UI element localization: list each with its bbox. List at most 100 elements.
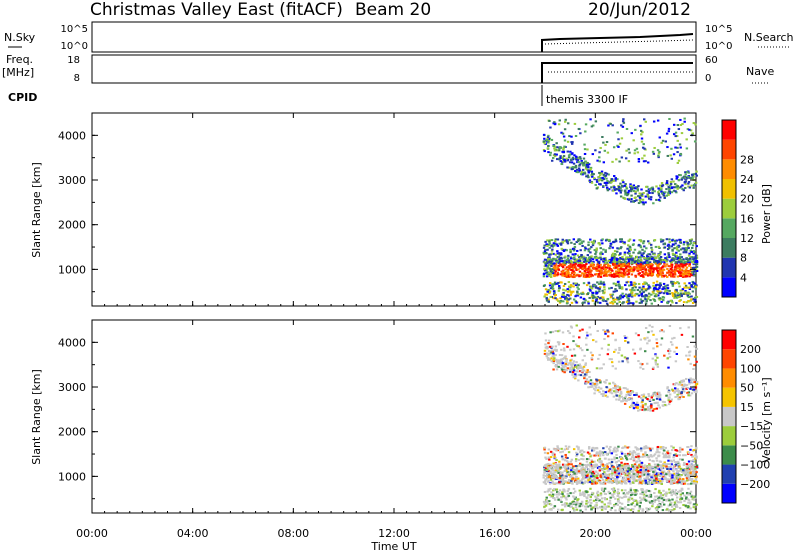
echo-cell bbox=[620, 246, 623, 249]
echo-cell bbox=[617, 187, 621, 190]
echo-cell bbox=[677, 491, 680, 494]
echo-cell bbox=[665, 452, 668, 455]
echo-cell bbox=[687, 452, 690, 455]
echo-cell bbox=[595, 496, 598, 499]
echo-cell bbox=[695, 270, 699, 273]
echo-cell bbox=[597, 282, 601, 285]
echo-cell bbox=[574, 343, 578, 346]
echo-cell bbox=[605, 172, 609, 175]
echo-cell bbox=[672, 454, 676, 457]
echo-cell bbox=[548, 240, 551, 243]
echo-cell bbox=[626, 446, 629, 449]
echo-cell bbox=[613, 504, 616, 507]
echo-cell bbox=[634, 293, 637, 296]
echo-cell bbox=[639, 263, 643, 266]
echo-cell bbox=[555, 493, 558, 496]
echo-cell bbox=[578, 256, 581, 259]
echo-cell bbox=[685, 240, 688, 243]
echo-cell bbox=[542, 284, 546, 287]
echo-cell bbox=[623, 464, 626, 467]
echo-cell bbox=[627, 198, 631, 201]
echo-cell bbox=[633, 489, 636, 492]
echo-cell bbox=[636, 489, 639, 492]
echo-cell bbox=[586, 369, 589, 372]
echo-cell bbox=[681, 492, 684, 495]
echo-cell bbox=[577, 264, 580, 267]
echo-cell bbox=[591, 244, 595, 247]
echo-cell bbox=[628, 480, 631, 483]
echo-cell bbox=[606, 335, 610, 338]
echo-cell bbox=[575, 324, 578, 327]
echo-cell bbox=[689, 470, 692, 473]
echo-cell bbox=[670, 266, 674, 269]
echo-cell bbox=[675, 254, 679, 257]
echo-cell bbox=[583, 377, 586, 380]
echo-cell bbox=[686, 467, 689, 470]
echo-cell bbox=[690, 260, 694, 263]
echo-cell bbox=[573, 122, 577, 125]
echo-cell bbox=[576, 500, 579, 503]
echo-cell bbox=[597, 176, 600, 179]
echo-cell bbox=[657, 264, 660, 267]
echo-cell bbox=[659, 184, 662, 187]
echo-cell bbox=[552, 506, 555, 509]
echo-cell bbox=[629, 509, 633, 512]
echo-cell bbox=[633, 478, 636, 481]
echo-cell bbox=[667, 480, 670, 483]
echo-cell bbox=[590, 286, 593, 289]
echo-cell bbox=[572, 468, 576, 471]
echo-cell bbox=[574, 465, 578, 468]
echo-cell bbox=[652, 480, 656, 483]
echo-cell bbox=[548, 458, 551, 461]
echo-cell bbox=[583, 354, 586, 357]
echo-cell bbox=[666, 271, 669, 274]
echo-cell bbox=[693, 364, 696, 367]
echo-cell bbox=[635, 473, 638, 476]
echo-cell bbox=[595, 480, 598, 483]
echo-cell bbox=[563, 282, 567, 285]
echo-cell bbox=[636, 403, 640, 406]
echo-cell bbox=[593, 506, 596, 509]
echo-cell bbox=[690, 176, 694, 179]
echo-cell bbox=[591, 354, 594, 357]
echo-cell bbox=[673, 295, 677, 298]
echo-cell bbox=[627, 148, 630, 151]
echo-cell bbox=[580, 253, 583, 256]
echo-cell bbox=[601, 242, 604, 245]
echo-cell bbox=[579, 509, 582, 512]
echo-cell bbox=[628, 245, 631, 248]
echo-cell bbox=[635, 199, 638, 202]
echo-cell bbox=[643, 496, 646, 499]
echo-cell bbox=[619, 261, 623, 264]
echo-cell bbox=[553, 291, 556, 294]
echo-cell bbox=[632, 269, 635, 272]
echo-cell bbox=[618, 189, 621, 192]
echo-cell bbox=[685, 248, 689, 251]
echo-cell bbox=[567, 274, 570, 277]
echo-cell bbox=[543, 481, 547, 484]
echo-cell bbox=[589, 238, 592, 241]
echo-cell bbox=[560, 242, 563, 245]
echo-cell bbox=[549, 295, 552, 298]
echo-cell bbox=[683, 247, 687, 250]
echo-cell bbox=[684, 291, 687, 294]
echo-cell bbox=[649, 272, 652, 275]
echo-cell bbox=[637, 452, 640, 455]
echo-cell bbox=[588, 463, 591, 466]
echo-cell bbox=[644, 338, 647, 341]
echo-cell bbox=[689, 380, 693, 383]
echo-cell bbox=[595, 247, 598, 250]
echo-cell bbox=[612, 275, 616, 278]
echo-cell bbox=[561, 238, 564, 241]
echo-cell bbox=[576, 290, 579, 293]
echo-cell bbox=[584, 271, 587, 274]
echo-cell bbox=[569, 466, 573, 469]
echo-cell bbox=[623, 402, 627, 405]
echo-cell bbox=[671, 468, 674, 471]
echo-cell bbox=[671, 284, 675, 287]
echo-cell bbox=[648, 459, 651, 462]
echo-cell bbox=[550, 508, 553, 511]
echo-cell bbox=[570, 505, 573, 508]
echo-cell bbox=[573, 497, 577, 500]
echo-cell bbox=[633, 505, 637, 508]
